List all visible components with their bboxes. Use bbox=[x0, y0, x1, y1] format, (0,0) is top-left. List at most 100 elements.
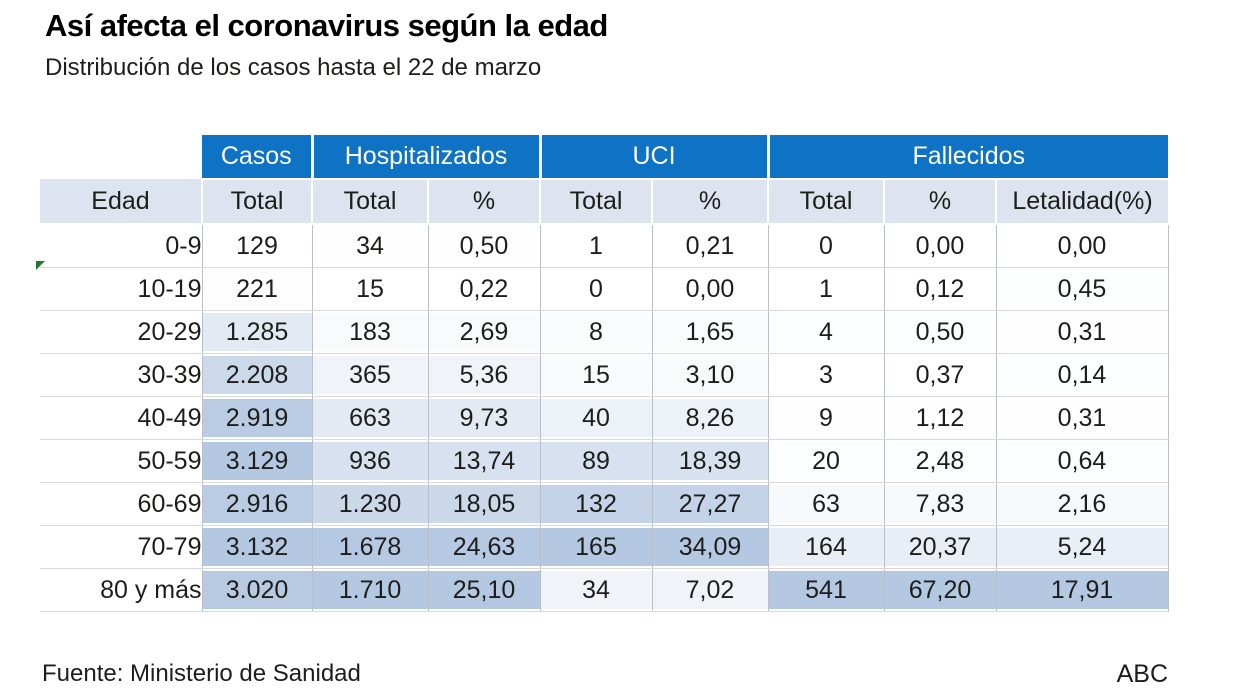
value-cell: 17,91 bbox=[996, 568, 1169, 612]
value-cell: 4 bbox=[768, 310, 885, 354]
value-cell: 936 bbox=[312, 439, 429, 483]
value-cell: 129 bbox=[202, 224, 313, 268]
group-header-casos: Casos bbox=[202, 135, 314, 180]
value-cell: 7,83 bbox=[884, 482, 997, 526]
value-cell: 164 bbox=[768, 525, 885, 569]
page-title: Así afecta el coronavirus según la edad bbox=[45, 8, 608, 43]
table-row: 0-9 129 34 0,50 1 0,21 0 0,00 0,00 bbox=[40, 224, 1169, 268]
group-header-fallecidos: Fallecidos bbox=[768, 135, 1169, 180]
value-cell: 0,12 bbox=[884, 267, 997, 311]
value-cell: 20,37 bbox=[884, 525, 997, 569]
value-cell: 2,16 bbox=[996, 482, 1169, 526]
value-cell: 0,00 bbox=[884, 224, 997, 268]
table-head: Casos Hospitalizados UCI Fallecidos Edad Tota… bbox=[40, 135, 1169, 225]
age-cell: 50-59 bbox=[40, 439, 203, 483]
value-cell: 34,09 bbox=[652, 525, 769, 569]
table-row: 60-69 2.916 1.230 18,05 132 27,27 63 7,83 2,16 bbox=[40, 482, 1169, 526]
column-header-7: Letalidad(%) bbox=[996, 179, 1169, 225]
value-cell: 0,50 bbox=[428, 224, 541, 268]
value-cell: 34 bbox=[312, 224, 429, 268]
value-cell: 89 bbox=[540, 439, 653, 483]
value-cell: 15 bbox=[312, 267, 429, 311]
value-cell: 0,31 bbox=[996, 310, 1169, 354]
value-cell: 0,50 bbox=[884, 310, 997, 354]
table-row: 50-59 3.129 936 13,74 89 18,39 20 2,48 0,64 bbox=[40, 439, 1169, 483]
value-cell: 1.230 bbox=[312, 482, 429, 526]
column-header-edad: Edad bbox=[40, 179, 203, 225]
value-cell: 1 bbox=[768, 267, 885, 311]
age-cell: 60-69 bbox=[40, 482, 203, 526]
data-table-container: Casos Hospitalizados UCI Fallecidos Edad Tota… bbox=[40, 135, 1169, 612]
value-cell: 3.020 bbox=[202, 568, 313, 612]
value-cell: 3.129 bbox=[202, 439, 313, 483]
value-cell: 0,00 bbox=[652, 267, 769, 311]
value-cell: 0,21 bbox=[652, 224, 769, 268]
value-cell: 1.678 bbox=[312, 525, 429, 569]
column-header-4: % bbox=[652, 179, 769, 225]
value-cell: 3,10 bbox=[652, 353, 769, 397]
value-cell: 663 bbox=[312, 396, 429, 440]
value-cell: 8 bbox=[540, 310, 653, 354]
cell-corner-flag-icon bbox=[36, 261, 45, 270]
value-cell: 0,22 bbox=[428, 267, 541, 311]
value-cell: 27,27 bbox=[652, 482, 769, 526]
table-row: 10-19 221 15 0,22 0 0,00 1 0,12 0,45 bbox=[40, 267, 1169, 311]
value-cell: 7,02 bbox=[652, 568, 769, 612]
value-cell: 2,48 bbox=[884, 439, 997, 483]
value-cell: 1.285 bbox=[202, 310, 313, 354]
corner-spacer bbox=[40, 135, 202, 179]
value-cell: 541 bbox=[768, 568, 885, 612]
value-cell: 63 bbox=[768, 482, 885, 526]
value-cell: 3 bbox=[768, 353, 885, 397]
table-row: 20-29 1.285 183 2,69 8 1,65 4 0,50 0,31 bbox=[40, 310, 1169, 354]
column-header-6: % bbox=[884, 179, 997, 225]
value-cell: 0,31 bbox=[996, 396, 1169, 440]
value-cell: 3.132 bbox=[202, 525, 313, 569]
value-cell: 13,74 bbox=[428, 439, 541, 483]
value-cell: 1,65 bbox=[652, 310, 769, 354]
value-cell: 20 bbox=[768, 439, 885, 483]
table-row: 30-39 2.208 365 5,36 15 3,10 3 0,37 0,14 bbox=[40, 353, 1169, 397]
value-cell: 221 bbox=[202, 267, 313, 311]
value-cell: 0,00 bbox=[996, 224, 1169, 268]
age-cell: 20-29 bbox=[40, 310, 203, 354]
value-cell: 183 bbox=[312, 310, 429, 354]
age-cell: 40-49 bbox=[40, 396, 203, 440]
age-cell: 30-39 bbox=[40, 353, 203, 397]
value-cell: 5,36 bbox=[428, 353, 541, 397]
column-header-5: Total bbox=[768, 179, 885, 225]
value-cell: 0,14 bbox=[996, 353, 1169, 397]
value-cell: 2,69 bbox=[428, 310, 541, 354]
column-header-0: Total bbox=[202, 179, 313, 225]
age-cell: 80 y más bbox=[40, 568, 203, 612]
age-cell: 0-9 bbox=[40, 224, 203, 268]
value-cell: 132 bbox=[540, 482, 653, 526]
value-cell: 0 bbox=[768, 224, 885, 268]
value-cell: 1 bbox=[540, 224, 653, 268]
column-header-2: % bbox=[428, 179, 541, 225]
value-cell: 5,24 bbox=[996, 525, 1169, 569]
column-header-1: Total bbox=[312, 179, 429, 225]
value-cell: 9 bbox=[768, 396, 885, 440]
group-header-hospitalizados: Hospitalizados bbox=[312, 135, 542, 180]
value-cell: 2.919 bbox=[202, 396, 313, 440]
age-cell: 70-79 bbox=[40, 525, 203, 569]
value-cell: 2.208 bbox=[202, 353, 313, 397]
value-cell: 67,20 bbox=[884, 568, 997, 612]
value-cell: 9,73 bbox=[428, 396, 541, 440]
value-cell: 24,63 bbox=[428, 525, 541, 569]
value-cell: 0,64 bbox=[996, 439, 1169, 483]
value-cell: 34 bbox=[540, 568, 653, 612]
value-cell: 165 bbox=[540, 525, 653, 569]
age-cell: 10-19 bbox=[40, 267, 203, 311]
value-cell: 0,45 bbox=[996, 267, 1169, 311]
value-cell: 365 bbox=[312, 353, 429, 397]
column-header-3: Total bbox=[540, 179, 653, 225]
value-cell: 18,39 bbox=[652, 439, 769, 483]
value-cell: 18,05 bbox=[428, 482, 541, 526]
value-cell: 2.916 bbox=[202, 482, 313, 526]
value-cell: 8,26 bbox=[652, 396, 769, 440]
data-table: Casos Hospitalizados UCI Fallecidos Edad Tota… bbox=[40, 135, 1169, 612]
value-cell: 15 bbox=[540, 353, 653, 397]
table-row: 40-49 2.919 663 9,73 40 8,26 9 1,12 0,31 bbox=[40, 396, 1169, 440]
